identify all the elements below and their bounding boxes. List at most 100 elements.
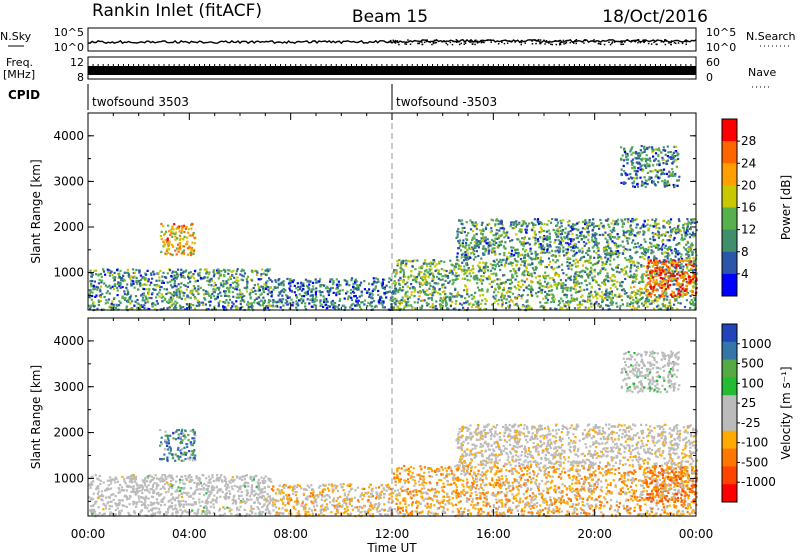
colorbar-tick-label: 8 (741, 245, 749, 259)
echo-region (620, 350, 681, 394)
nsearch-point (398, 43, 400, 46)
nsearch-point (564, 42, 567, 45)
nsearch-point (463, 43, 465, 45)
nsearch-point (425, 40, 428, 43)
y-tick-label: 2000 (53, 426, 84, 440)
nsearch-point (443, 40, 445, 42)
nsearch-point (613, 41, 616, 43)
nsearch-point (685, 41, 688, 43)
colorbar-swatch (722, 229, 737, 253)
nsearch-point (392, 39, 394, 42)
nsearch-point (394, 39, 397, 42)
nsearch-point (668, 42, 670, 44)
nsearch-point (452, 40, 454, 43)
nsearch-point (594, 41, 597, 43)
colorbar-tick-label: 1000 (741, 337, 772, 351)
nsearch-point (660, 41, 663, 43)
nsearch-point (575, 39, 578, 41)
y-tick-label: 4000 (53, 129, 84, 143)
nsearch-point (396, 40, 399, 42)
nsearch-point (520, 41, 523, 44)
nsearch-point (390, 40, 392, 43)
nsearch-point (426, 39, 428, 42)
echo-region (88, 473, 273, 518)
nsearch-point (597, 42, 600, 45)
nsearch-point (642, 41, 645, 43)
cpid-modes: twofsound 3503 twofsound -3503 (87, 84, 497, 110)
echo-region (392, 464, 698, 518)
nsearch-point (609, 43, 612, 46)
nsearch-point (393, 41, 396, 43)
velocity-panel: 1000 2000 3000 4000 Slant Range [km] (29, 317, 698, 518)
colorbar-swatch (722, 430, 737, 450)
nsearch-point (554, 40, 556, 42)
echo-region (270, 483, 395, 518)
nsearch-point (598, 40, 600, 43)
nsearch-point (600, 43, 602, 45)
nsearch-point (520, 43, 522, 46)
nsearch-point (431, 43, 433, 46)
nsearch-point (620, 40, 622, 42)
nsearch-point (480, 40, 483, 42)
nsearch-point (608, 41, 610, 43)
noise-right-tick-high: 10^5 (706, 26, 736, 39)
freq-unit-label: [MHz] (3, 68, 35, 81)
colorbar-swatch (722, 119, 737, 142)
nave-tick-high: 60 (706, 56, 720, 69)
nsearch-point (593, 40, 596, 43)
nsearch-point (476, 42, 479, 44)
nsky-trace (87, 38, 697, 45)
nsearch-point (464, 42, 467, 44)
colorbar-swatch (722, 484, 737, 503)
colorbar-swatch (722, 341, 737, 361)
nsearch-point (559, 42, 562, 44)
nsearch-point (642, 39, 644, 41)
nsearch-point (611, 42, 613, 45)
colorbar-swatch (722, 466, 737, 485)
nsearch-point (451, 43, 454, 46)
nsearch-point (531, 43, 534, 45)
colorbar-frame (721, 323, 738, 503)
cpid-label: CPID (8, 88, 40, 102)
echo-region (159, 428, 197, 462)
nsearch-point (388, 40, 390, 43)
nsearch-point (664, 43, 667, 46)
nsearch-point (414, 39, 416, 42)
nsearch-point (603, 43, 606, 46)
nsearch-point (531, 40, 534, 42)
colorbar-swatch (722, 185, 737, 208)
nsearch-point (584, 39, 586, 42)
nsearch-point (497, 43, 500, 45)
time-tick-label: 04:00 (172, 527, 207, 541)
echo-region (455, 217, 699, 262)
nsearch-point (539, 39, 542, 41)
nsearch-point (457, 39, 459, 42)
nsearch-point (575, 42, 577, 45)
nsearch-point (519, 41, 521, 44)
freq-label: Freq. (6, 56, 33, 69)
colorbar-tick-label: -1000 (741, 475, 776, 489)
nsearch-point (685, 43, 687, 45)
y-tick-label: 1000 (53, 471, 84, 485)
colorbar-swatch (722, 395, 737, 414)
time-tick-label: 16:00 (476, 527, 511, 541)
nsearch-point (624, 41, 626, 43)
nsearch-point (550, 43, 552, 45)
echo-region (270, 277, 395, 312)
nsearch-point (630, 40, 633, 42)
nsearch-point (534, 39, 536, 41)
nsearch-point (463, 41, 465, 43)
nsearch-point (458, 43, 461, 46)
nsearch-point (653, 41, 655, 44)
nsearch-label: N.Search (746, 30, 796, 43)
nave-tick-low: 0 (706, 71, 713, 84)
noise-left-tick-low: 10^0 (54, 41, 84, 54)
nsearch-point (670, 41, 672, 43)
nsearch-point (434, 42, 436, 44)
nsearch-point (626, 39, 628, 41)
nsearch-point (446, 43, 449, 46)
nsearch-point (543, 39, 545, 42)
colorbar-swatch (722, 448, 737, 467)
nsearch-point (421, 41, 423, 43)
